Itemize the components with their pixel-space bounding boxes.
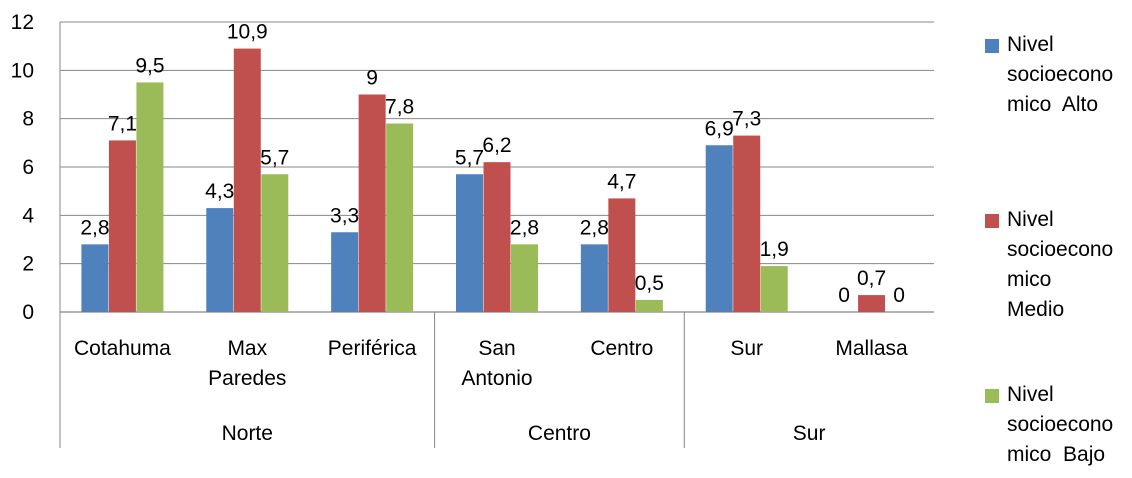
data-label: 7,1 [108,112,137,135]
bar [760,266,788,312]
data-label: 6,2 [482,134,511,157]
group-label: Norte [222,422,273,445]
bar [206,208,234,312]
legend-swatch [985,39,999,53]
y-tick-label: 12 [11,11,34,34]
x-tick-label: Centro [590,337,653,360]
data-label: 1,9 [760,238,789,261]
bar [483,162,511,312]
bar [456,174,483,312]
bar [331,232,359,312]
bar [358,94,386,312]
data-label: 2,8 [510,216,539,239]
legend-label: Nivel socioecono mico Alto [1007,33,1114,116]
legend-swatch [985,389,999,403]
data-label: 4,7 [607,170,636,193]
bar [233,48,261,312]
bar [386,123,414,312]
group-label: Centro [528,422,591,445]
y-tick-label: 0 [22,301,34,324]
y-tick-label: 10 [11,59,34,82]
x-tick-label: Paredes [208,367,286,390]
data-label: 3,3 [330,204,359,227]
data-label: 10,9 [227,21,268,44]
x-tick-label: Mallasa [835,337,908,360]
y-tick-label: 6 [22,156,34,179]
y-tick-label: 8 [22,108,34,131]
bar [108,140,136,312]
data-label: 7,8 [385,96,414,119]
legend-label: Nivel socioecono mico Bajo [1007,383,1114,466]
x-tick-label: Periférica [328,337,417,360]
bar [580,244,608,312]
y-tick-label: 4 [22,204,34,227]
y-tick-label: 2 [22,253,34,276]
data-label: 0 [893,284,905,307]
data-label: 7,3 [732,108,761,131]
bar [733,135,761,312]
legend-swatch [985,214,999,228]
bar [261,174,289,312]
bar [511,244,538,312]
bar [608,198,636,312]
data-label: 0,7 [857,267,886,290]
bar [81,244,109,312]
bar [136,82,164,313]
data-label: 6,9 [705,117,734,140]
legend-label: Nivel socioecono mico Medio [1007,208,1114,321]
x-tick-label: Sur [730,337,763,360]
x-tick-label: Cotahuma [74,337,171,360]
x-tick-label: Antonio [461,367,532,390]
data-label: 0 [838,284,850,307]
data-label: 9 [366,67,378,90]
data-label: 5,7 [260,146,289,169]
bar [858,295,886,312]
bar [705,145,733,312]
data-label: 5,7 [455,146,484,169]
x-tick-label: Max [227,337,267,360]
data-label: 2,8 [80,216,109,239]
data-label: 9,5 [135,54,164,77]
bar [635,299,663,312]
data-label: 2,8 [580,216,609,239]
x-tick-label: San [478,337,515,360]
data-label: 4,3 [205,180,234,203]
data-label: 0,5 [635,272,664,295]
group-label: Sur [793,422,826,445]
